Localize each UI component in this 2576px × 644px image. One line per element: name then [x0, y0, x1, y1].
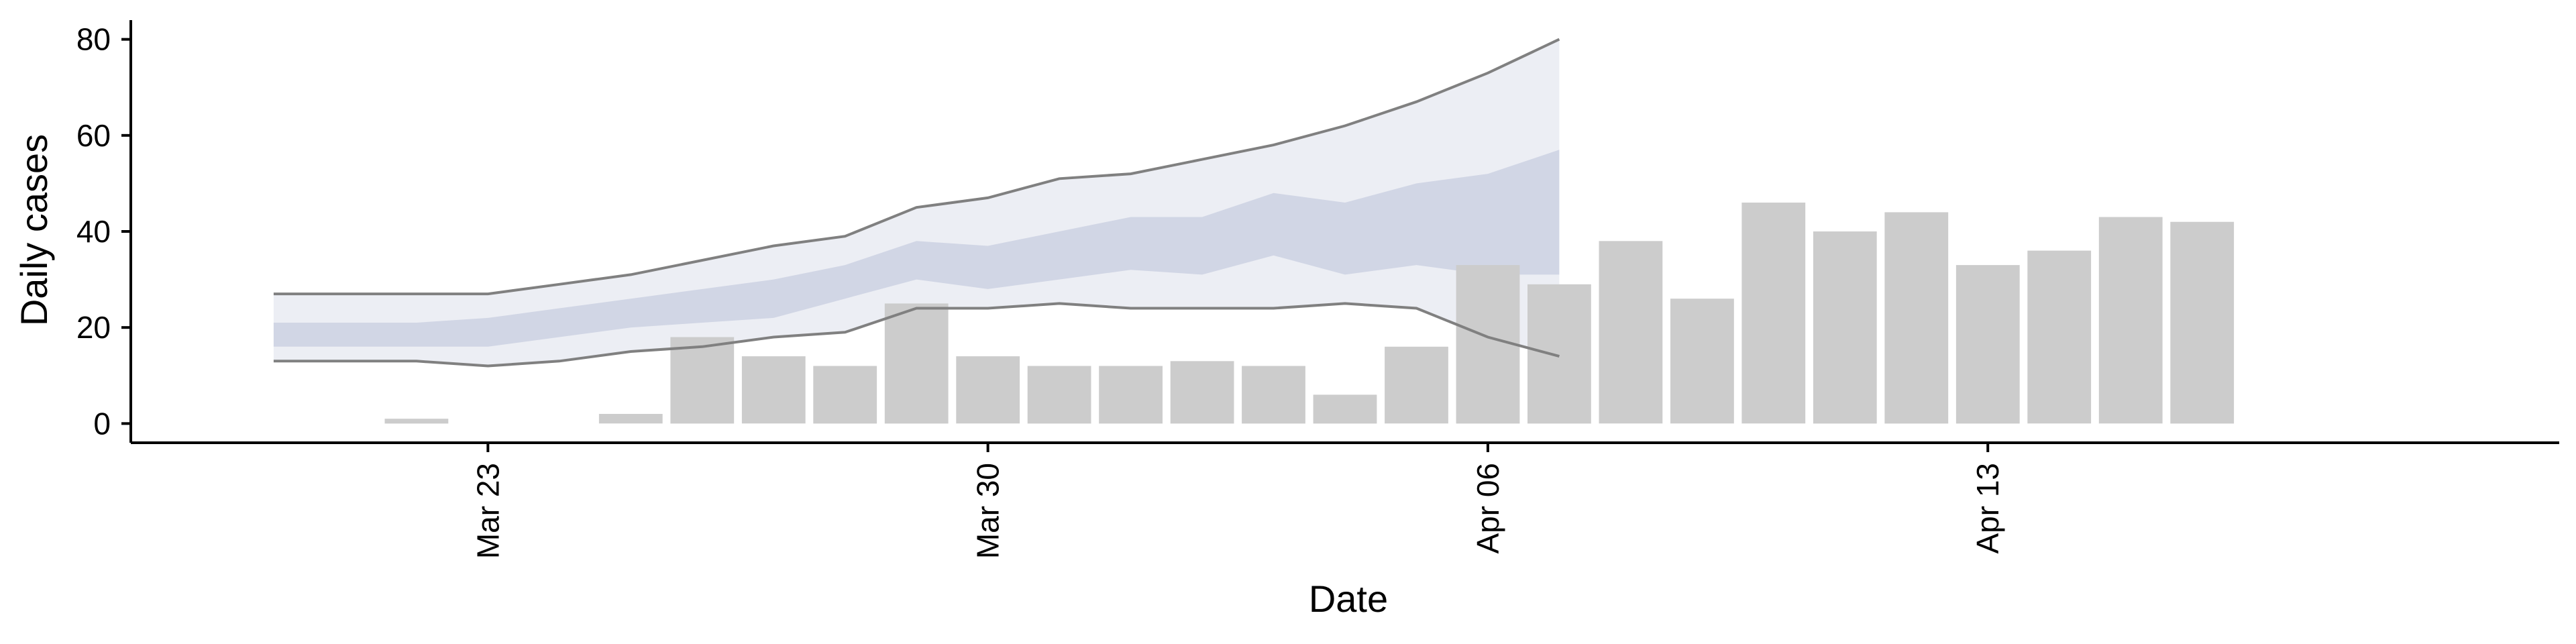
case-bar-2020-03-30 — [956, 356, 1020, 424]
x-tick-label-2020-04-13: Apr 13 — [1970, 463, 2005, 554]
daily-case-bars — [384, 203, 2235, 424]
y-tick-label-60: 60 — [76, 118, 111, 153]
case-bar-2020-04-13 — [1955, 265, 2020, 424]
case-bar-2020-04-14 — [2027, 250, 2092, 424]
inner-estimate-band — [273, 150, 1560, 347]
x-tick-label-2020-03-23: Mar 23 — [470, 463, 505, 559]
case-bar-2020-03-22 — [384, 419, 449, 424]
case-bar-2020-04-01 — [1099, 366, 1163, 424]
estimate-bands — [273, 39, 1560, 366]
case-bar-2020-04-02 — [1170, 361, 1234, 424]
case-bar-2020-04-12 — [1884, 212, 1949, 424]
y-tick-label-20: 20 — [76, 310, 111, 345]
lower-bound-line — [273, 302, 1560, 368]
axes — [121, 20, 2559, 452]
case-bar-2020-04-10 — [1741, 203, 1806, 424]
case-bar-2020-03-27 — [741, 356, 806, 424]
tick-labels: 0 20 40 60 80 Mar 23 Mar 30 Apr 06 Apr 13 — [76, 22, 2005, 559]
case-bar-2020-04-11 — [1813, 231, 1877, 424]
x-axis-title: Date — [1309, 578, 1388, 620]
case-bar-2020-03-29 — [884, 303, 949, 424]
y-tick-label-0: 0 — [93, 406, 111, 441]
case-bar-2020-04-03 — [1242, 366, 1305, 424]
case-bar-2020-03-26 — [670, 337, 735, 424]
outer-estimate-band — [273, 39, 1560, 366]
case-bar-2020-04-09 — [1670, 299, 1734, 424]
y-tick-label-40: 40 — [76, 214, 111, 249]
estimate-lines — [273, 38, 1560, 368]
upper-bound-line — [273, 38, 1560, 296]
case-bar-2020-04-05 — [1385, 346, 1448, 424]
case-bar-2020-04-06 — [1456, 265, 1520, 424]
x-tick-label-2020-03-30: Mar 30 — [971, 463, 1006, 559]
case-bar-2020-03-28 — [813, 366, 877, 424]
x-tick-label-2020-04-06: Apr 06 — [1470, 463, 1505, 554]
case-bar-2020-04-16 — [2170, 221, 2235, 424]
case-bar-2020-04-15 — [2098, 217, 2163, 424]
y-tick-label-80: 80 — [76, 22, 111, 57]
case-bar-2020-04-07 — [1527, 284, 1591, 424]
case-bar-2020-03-31 — [1027, 366, 1091, 424]
case-bar-2020-03-25 — [598, 414, 663, 424]
case-bar-2020-04-08 — [1599, 241, 1663, 424]
y-axis-title: Daily cases — [13, 134, 55, 326]
case-bar-2020-04-04 — [1313, 394, 1377, 424]
